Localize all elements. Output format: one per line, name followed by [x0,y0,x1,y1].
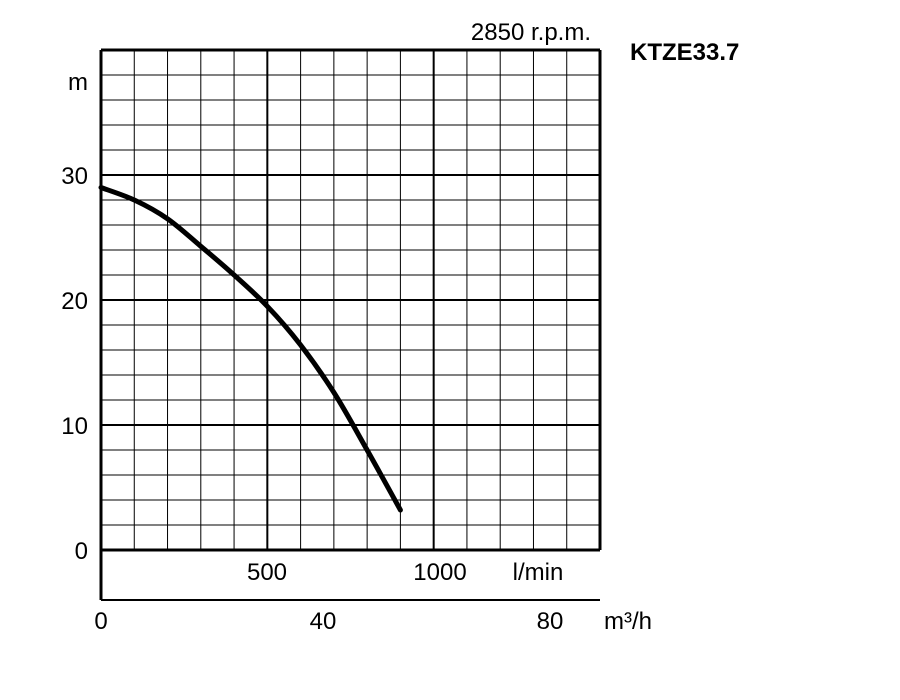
x-unit-m3h-label: m³/h [604,608,652,635]
x-tick-lmin-1000: 1000 [413,559,466,586]
x-tick-m3h-0: 0 [94,608,107,635]
y-tick-30: 30 [61,163,88,190]
x-tick-m3h-40: 40 [310,608,337,635]
speed-label: 2850 r.p.m. [471,19,591,46]
plot-frame [99,48,602,601]
x-tick-m3h-80: 80 [537,608,564,635]
chart-grid [101,50,600,550]
y-tick-0: 0 [75,538,88,565]
x-tick-lmin-500: 500 [247,559,287,586]
y-axis-unit-label: m [68,69,88,96]
model-title: KTZE33.7 [630,39,739,66]
x-unit-lmin-label: l/min [513,559,564,586]
series-line-head-curve [98,185,403,513]
y-tick-20: 20 [61,288,88,315]
y-tick-10: 10 [61,413,88,440]
